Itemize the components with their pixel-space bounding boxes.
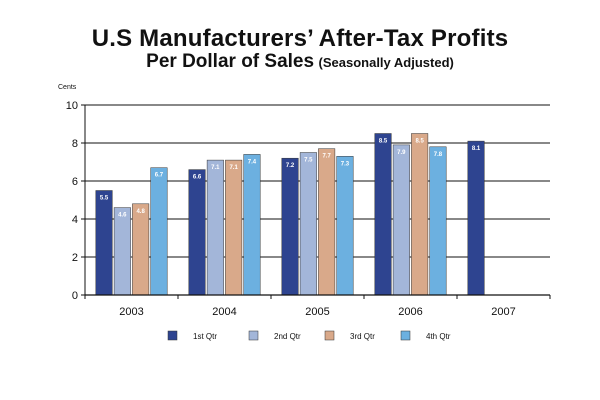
bar-data-label: 4.8 bbox=[136, 209, 145, 215]
bar bbox=[150, 167, 168, 296]
bar bbox=[336, 156, 354, 296]
bar-data-label: 7.4 bbox=[248, 159, 257, 165]
x-tick-label: 2004 bbox=[212, 306, 236, 318]
bar bbox=[392, 144, 410, 296]
bar bbox=[411, 133, 429, 296]
bar bbox=[95, 190, 113, 296]
legend-swatch bbox=[248, 330, 259, 341]
y-tick-label: 4 bbox=[72, 214, 78, 226]
bar bbox=[188, 169, 206, 296]
chart-title: U.S Manufacturers’ After-Tax Profits bbox=[91, 25, 509, 52]
legend-swatch bbox=[400, 330, 411, 341]
legend-swatch bbox=[324, 330, 335, 341]
legend-label: 1st Qtr bbox=[193, 332, 217, 341]
bar bbox=[281, 157, 299, 296]
y-tick-label: 2 bbox=[72, 252, 78, 264]
bar-data-label: 7.7 bbox=[322, 154, 331, 160]
legend-label: 2nd Qtr bbox=[274, 332, 301, 341]
bar-data-label: 7.8 bbox=[434, 152, 443, 158]
bar-data-label: 8.5 bbox=[379, 139, 388, 145]
bar-data-label: 4.6 bbox=[118, 213, 127, 219]
x-tick-label: 2007 bbox=[491, 306, 515, 318]
bar-data-label: 7.3 bbox=[341, 161, 350, 167]
bar-data-label: 7.1 bbox=[211, 165, 220, 171]
bar bbox=[243, 154, 261, 296]
bar-data-label: 6.7 bbox=[155, 173, 164, 179]
bar-data-label: 7.5 bbox=[304, 158, 313, 164]
bar-data-label: 8.1 bbox=[472, 146, 481, 152]
legend-label: 3rd Qtr bbox=[350, 332, 375, 341]
x-tick-label: 2006 bbox=[398, 306, 422, 318]
x-tick-label: 2005 bbox=[305, 306, 329, 318]
y-tick-label: 8 bbox=[72, 138, 78, 150]
bar bbox=[374, 133, 392, 296]
legend-swatch bbox=[167, 330, 178, 341]
bar bbox=[467, 140, 485, 296]
y-axis-unit-label: Cents bbox=[58, 84, 77, 91]
chart-subtitle: Per Dollar of Sales bbox=[146, 51, 315, 72]
bar bbox=[225, 159, 243, 296]
bar-data-label: 6.6 bbox=[193, 175, 202, 181]
x-tick-label: 2003 bbox=[119, 306, 143, 318]
y-tick-label: 0 bbox=[72, 290, 78, 302]
y-tick-label: 6 bbox=[72, 176, 78, 188]
bar bbox=[113, 207, 131, 296]
legend-label: 4th Qtr bbox=[426, 332, 451, 341]
bar-data-label: 5.5 bbox=[100, 196, 109, 202]
bar-data-label: 7.2 bbox=[286, 163, 295, 169]
bar-data-label: 7.1 bbox=[229, 165, 238, 171]
bar bbox=[429, 146, 447, 296]
bar-data-label: 7.9 bbox=[397, 150, 406, 156]
bar bbox=[299, 152, 317, 296]
chart-subtitle-line: Per Dollar of Sales (Seasonally Adjusted… bbox=[0, 52, 600, 73]
bar-data-label: 8.5 bbox=[415, 139, 424, 145]
bar bbox=[206, 159, 224, 296]
bar bbox=[132, 203, 150, 296]
chart-subtitle-note: (Seasonally Adjusted) bbox=[318, 55, 454, 70]
y-tick-label: 10 bbox=[66, 100, 78, 112]
bar bbox=[318, 148, 336, 296]
